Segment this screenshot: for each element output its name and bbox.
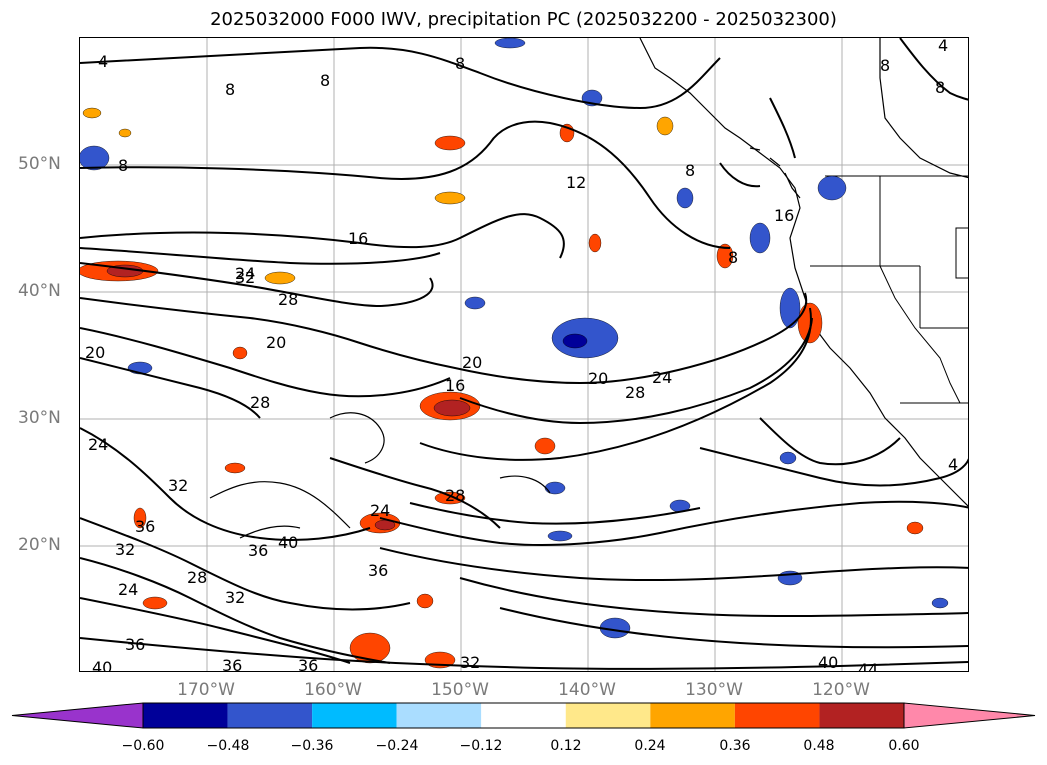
colorbar-segment [734,703,820,728]
colorbar-tick: −0.48 [206,738,250,754]
colorbar-tick: −0.12 [459,738,503,754]
colorbar-segment [565,703,651,728]
contour-label: 40 [818,653,838,672]
colorbar-tick: 0.12 [550,738,582,754]
contour-label: 36 [135,517,155,536]
map-canvas: 4 8 8 8 8 8 8 12 16 16 16 20 20 20 20 24… [80,38,968,672]
contour-label: 4 [98,52,108,71]
lat-label-50n: 50°N [18,154,61,174]
colorbar-extension-low [11,702,144,729]
contour-label: 28 [445,486,465,505]
lat-label-20n: 20°N [18,535,61,555]
contour-label: 24 [118,580,138,599]
colorbar-tick: 0.24 [634,738,666,754]
contour-label: 8 [935,78,945,97]
contour-label: 36 [298,656,318,672]
iwv-contours [80,38,968,670]
contour-label: 24 [235,264,255,283]
contour-label: 36 [222,656,242,672]
contour-label: 16 [348,229,368,248]
contour-label: 32 [460,653,480,672]
contour-label: 28 [250,393,270,412]
contour-label: 36 [125,635,145,654]
contour-label: 24 [652,368,672,387]
contour-label: 32 [235,268,255,287]
contour-label: 36 [248,541,268,560]
contour-label: 8 [728,248,738,267]
contour-label: 4 [948,455,958,474]
iwv-contours-thin [209,412,551,539]
contour-label: 32 [168,476,188,495]
contour-label: 32 [115,540,135,559]
colorbar-segment [481,703,566,728]
contour-label: 44 [858,660,878,672]
contour-label: 8 [880,56,890,75]
contour-label: 8 [225,80,235,99]
colorbar-segment [143,703,228,728]
colorbar-segment [396,703,482,728]
contour-label: 24 [88,435,108,454]
contour-label: 12 [566,173,586,192]
contour-label: 8 [118,156,128,175]
colorbar-segment [819,703,904,728]
contour-label: 20 [588,369,608,388]
colorbar-tick: 0.36 [719,738,751,754]
map-panel[interactable]: 4 8 8 8 8 8 8 12 16 16 16 20 20 20 20 24… [79,37,969,672]
contour-label: 20 [462,353,482,372]
contour-label: 4 [938,38,948,55]
lon-label-160w: 160°W [304,680,362,700]
lat-label-30n: 30°N [18,408,61,428]
colorbar-outline [142,702,905,729]
contour-label: 16 [774,206,794,225]
coastline [639,38,968,507]
contour-label: 28 [625,383,645,402]
colorbar-segment [312,703,397,728]
colorbar-segment [227,703,313,728]
lon-label-120w: 120°W [812,680,870,700]
contour-label: 20 [266,333,286,352]
colorbar-tick: −0.60 [121,738,165,754]
contour-label: 28 [278,290,298,309]
contour-label: 8 [320,71,330,90]
graticule [80,38,968,671]
contour-label: 40 [278,533,298,552]
colorbar-tick: −0.36 [290,738,334,754]
colorbar-extension-high [903,702,1036,729]
colorbar-tick: 0.60 [888,738,920,754]
colorbar-tick: 0.48 [803,738,835,754]
contour-label: 16 [445,376,465,395]
colorbar-tick: −0.24 [375,738,419,754]
contour-label: 24 [370,501,390,520]
contour-label: 8 [685,161,695,180]
contour-label: 36 [368,561,388,580]
colorbar-segment [650,703,735,728]
contour-label: 28 [187,568,207,587]
lon-label-150w: 150°W [431,680,489,700]
contour-label: 20 [85,343,105,362]
lon-label-140w: 140°W [558,680,616,700]
colorbar [11,702,1036,729]
contour-label-layer: 4 8 8 8 8 8 8 12 16 16 16 20 20 20 20 24… [85,38,958,672]
lat-label-40n: 40°N [18,281,61,301]
contour-label: 32 [225,588,245,607]
contour-label: 8 [455,54,465,73]
lon-label-130w: 130°W [685,680,743,700]
map-title: 2025032000 F000 IWV, precipitation PC (2… [210,9,837,30]
political-borders [810,175,968,404]
contour-label: 40 [92,658,112,672]
colorbar-segments [11,702,1036,729]
lon-label-170w: 170°W [177,680,235,700]
